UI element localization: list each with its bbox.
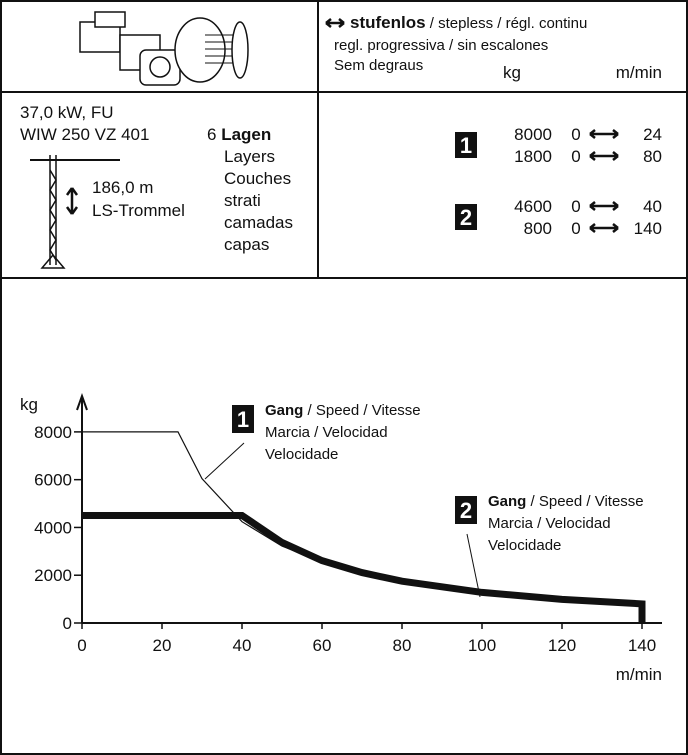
annotation-bold: Gang: [265, 402, 303, 419]
y-tick-label: 6000: [34, 471, 72, 490]
datasheet: stufenlos / stepless / régl. continu reg…: [0, 0, 688, 755]
annotation-line1: Gang / Speed / Vitesse: [265, 402, 421, 419]
unit-kg: kg: [503, 63, 521, 82]
y-axis-label: kg: [20, 395, 38, 414]
annotation-rest: / Speed / Vitesse: [303, 402, 420, 419]
annotation-line2: Marcia / Velocidad: [488, 515, 611, 532]
model: WIW 250 VZ 401: [20, 125, 149, 144]
x-tick-label: 20: [153, 636, 172, 655]
mode-rest: / stepless / régl. continu: [426, 15, 588, 32]
layer-name: Couches: [224, 169, 291, 188]
gear-to: 140: [634, 219, 662, 238]
mode-bold: stufenlos: [350, 13, 426, 32]
annotation-line2: Marcia / Velocidad: [265, 424, 388, 441]
mode-line: stufenlos / stepless / régl. continu: [350, 13, 587, 32]
layer-name: strati: [224, 191, 261, 210]
gear-number: 2: [460, 205, 472, 230]
gear-kg: 1800: [514, 147, 552, 166]
mode-line3: Sem degraus: [334, 57, 423, 74]
layers-heading: 6 Lagen: [207, 125, 271, 144]
y-tick-label: 2000: [34, 566, 72, 585]
layer-name: Layers: [224, 147, 275, 166]
x-tick-label: 140: [628, 636, 656, 655]
x-tick-label: 40: [233, 636, 252, 655]
annotation-line3: Velocidade: [265, 446, 338, 463]
x-axis-label: m/min: [616, 665, 662, 684]
gear-from: 0: [571, 147, 580, 166]
leader-line: [205, 443, 244, 479]
gear-kg: 800: [524, 219, 552, 238]
y-axis: [77, 396, 87, 623]
stepless-arrow: [326, 19, 344, 27]
layers-bold: Lagen: [221, 125, 271, 144]
gear-to: 80: [643, 147, 662, 166]
gear-to: 24: [643, 125, 662, 144]
x-tick-label: 80: [393, 636, 412, 655]
layers-count: 6: [207, 125, 216, 144]
layer-name: capas: [224, 235, 269, 254]
gear-number: 2: [460, 498, 472, 523]
x-tick-label: 0: [77, 636, 86, 655]
gear-from: 0: [571, 219, 580, 238]
gear-number: 1: [460, 133, 472, 158]
drum: LS-Trommel: [92, 201, 185, 220]
gear-to: 40: [643, 197, 662, 216]
y-tick-label: 4000: [34, 518, 72, 537]
winch-illustration: [80, 12, 248, 85]
x-tick-label: 120: [548, 636, 576, 655]
y-tick-label: 8000: [34, 423, 72, 442]
x-tick-label: 60: [313, 636, 332, 655]
layer-name: camadas: [224, 213, 293, 232]
unit-speed: m/min: [616, 63, 662, 82]
annotation-bold: Gang: [488, 493, 526, 510]
range-arrow: [590, 224, 618, 232]
rope-length: 186,0 m: [92, 178, 153, 197]
range-arrow: [590, 202, 618, 210]
gear-number: 1: [237, 407, 249, 432]
annotation-line1: Gang / Speed / Vitesse: [488, 493, 644, 510]
y-tick-label: 0: [63, 614, 72, 633]
gear-from: 0: [571, 125, 580, 144]
gear-kg: 4600: [514, 197, 552, 216]
power: 37,0 kW, FU: [20, 103, 114, 122]
range-arrow: [590, 130, 618, 138]
x-tick-label: 100: [468, 636, 496, 655]
mode-line2: regl. progressiva / sin escalones: [334, 37, 548, 54]
gear-curve: [82, 432, 402, 580]
range-arrow: [590, 152, 618, 160]
annotation-rest: / Speed / Vitesse: [526, 493, 643, 510]
gear-kg: 8000: [514, 125, 552, 144]
annotation-line3: Velocidade: [488, 537, 561, 554]
gear-from: 0: [571, 197, 580, 216]
height-arrow: [67, 188, 77, 214]
